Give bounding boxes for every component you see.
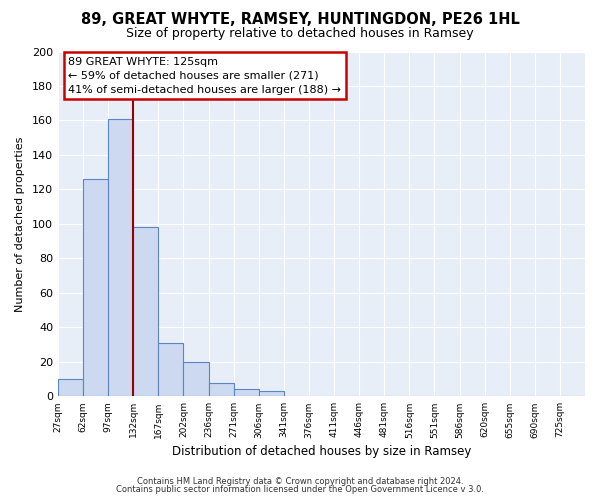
Bar [184,362,209,396]
Bar [83,179,108,396]
Text: 89, GREAT WHYTE, RAMSEY, HUNTINGDON, PE26 1HL: 89, GREAT WHYTE, RAMSEY, HUNTINGDON, PE2… [80,12,520,28]
Bar [209,382,233,396]
Text: Size of property relative to detached houses in Ramsey: Size of property relative to detached ho… [126,28,474,40]
Text: 89 GREAT WHYTE: 125sqm
← 59% of detached houses are smaller (271)
41% of semi-de: 89 GREAT WHYTE: 125sqm ← 59% of detached… [68,56,341,94]
Bar [58,379,83,396]
Bar [133,228,158,396]
Bar [158,343,184,396]
Bar [108,118,133,396]
Bar [233,390,259,396]
Text: Contains HM Land Registry data © Crown copyright and database right 2024.: Contains HM Land Registry data © Crown c… [137,477,463,486]
Y-axis label: Number of detached properties: Number of detached properties [15,136,25,312]
X-axis label: Distribution of detached houses by size in Ramsey: Distribution of detached houses by size … [172,444,471,458]
Bar [259,391,284,396]
Text: Contains public sector information licensed under the Open Government Licence v : Contains public sector information licen… [116,484,484,494]
